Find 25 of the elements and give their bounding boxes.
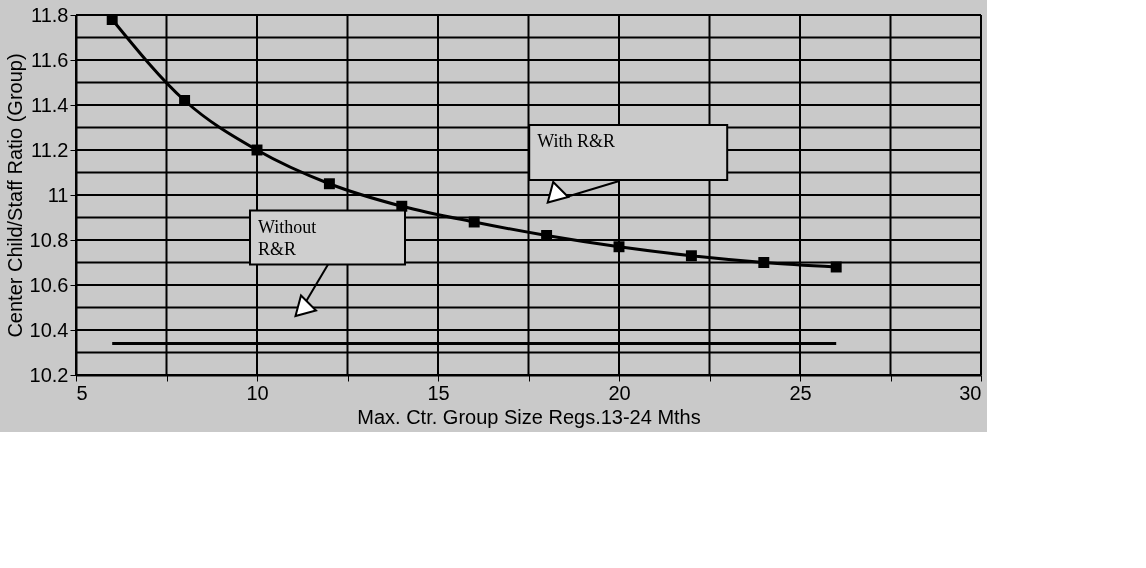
y-tick-label: 11.2 xyxy=(31,138,69,161)
x-tick-label: 15 xyxy=(427,381,450,404)
point xyxy=(758,257,770,268)
y-tick-label: 11.8 xyxy=(31,3,69,26)
text: Without R&R xyxy=(258,216,317,259)
x-tick-label: 5 xyxy=(76,381,88,404)
point xyxy=(830,261,842,273)
point xyxy=(613,241,625,253)
x-tick-label: 10 xyxy=(246,381,269,404)
y-tick-label: 11.4 xyxy=(31,93,69,116)
y-tick-label: 10.4 xyxy=(29,318,69,341)
y-tick-label: 11 xyxy=(47,183,69,206)
y-tick-label: 11.6 xyxy=(31,48,69,71)
text: With R&R xyxy=(537,131,615,151)
x-tick-label: 25 xyxy=(789,381,812,404)
y-tick-label: 10.2 xyxy=(29,363,69,386)
x-axis-title: Max. Ctr. Group Size Regs.13-24 Mths xyxy=(357,405,701,428)
point xyxy=(323,178,335,190)
x-tick-label: 30 xyxy=(959,381,982,404)
x-tick-label: 20 xyxy=(608,381,631,404)
point xyxy=(685,250,697,262)
point xyxy=(468,216,480,228)
y-axis-title: Center Child/Staff Ratio (Group) xyxy=(3,53,26,338)
y-tick-label: 10.8 xyxy=(29,228,69,251)
y-tick-label: 10.6 xyxy=(29,273,69,296)
